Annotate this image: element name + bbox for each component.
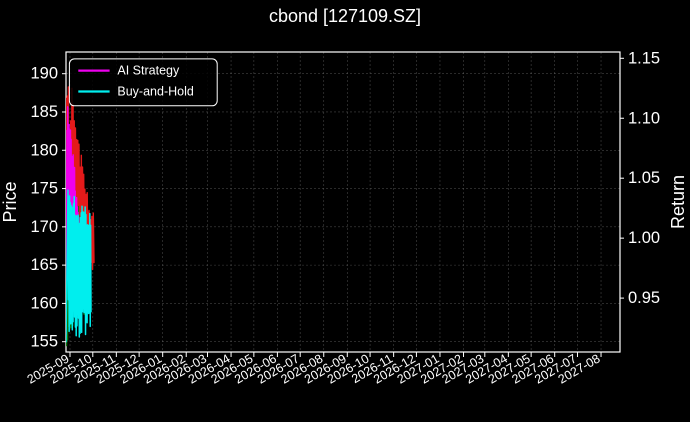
svg-text:0.95: 0.95 bbox=[628, 289, 660, 307]
svg-text:170: 170 bbox=[30, 218, 58, 236]
svg-text:1.10: 1.10 bbox=[628, 109, 660, 127]
svg-text:155: 155 bbox=[30, 333, 58, 351]
svg-text:175: 175 bbox=[30, 180, 58, 198]
svg-text:AI Strategy: AI Strategy bbox=[117, 64, 180, 78]
svg-text:1.05: 1.05 bbox=[628, 169, 660, 187]
svg-text:160: 160 bbox=[30, 294, 58, 312]
svg-text:1.15: 1.15 bbox=[628, 49, 660, 67]
svg-text:Price: Price bbox=[0, 181, 20, 222]
svg-text:cbond [127109.SZ]: cbond [127109.SZ] bbox=[269, 6, 421, 26]
svg-text:180: 180 bbox=[30, 141, 58, 159]
svg-text:190: 190 bbox=[30, 65, 58, 83]
svg-text:Buy-and-Hold: Buy-and-Hold bbox=[117, 85, 193, 99]
svg-text:185: 185 bbox=[30, 103, 58, 121]
svg-text:Return: Return bbox=[668, 175, 688, 229]
svg-text:165: 165 bbox=[30, 256, 58, 274]
svg-text:1.00: 1.00 bbox=[628, 229, 660, 247]
